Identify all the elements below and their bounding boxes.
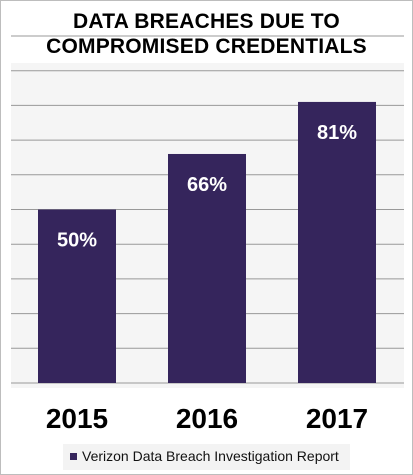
bar-2017 xyxy=(298,101,376,384)
legend-label: Verizon Data Breach Investigation Report xyxy=(82,448,339,464)
data-label-2015: 50% xyxy=(57,230,97,252)
data-label-2017: 81% xyxy=(317,122,357,144)
x-tick-label-2015: 2015 xyxy=(46,403,108,434)
bar-2015 xyxy=(38,209,116,383)
legend-swatch xyxy=(70,453,77,460)
x-tick-label-2016: 2016 xyxy=(176,403,238,434)
x-tick-label-2017: 2017 xyxy=(306,403,368,434)
chart-title: DATA BREACHES DUE TO COMPROMISED CREDENT… xyxy=(46,10,367,58)
data-label-2016: 66% xyxy=(187,174,227,196)
bar-2016 xyxy=(168,153,246,383)
legend: Verizon Data Breach Investigation Report xyxy=(63,444,350,470)
